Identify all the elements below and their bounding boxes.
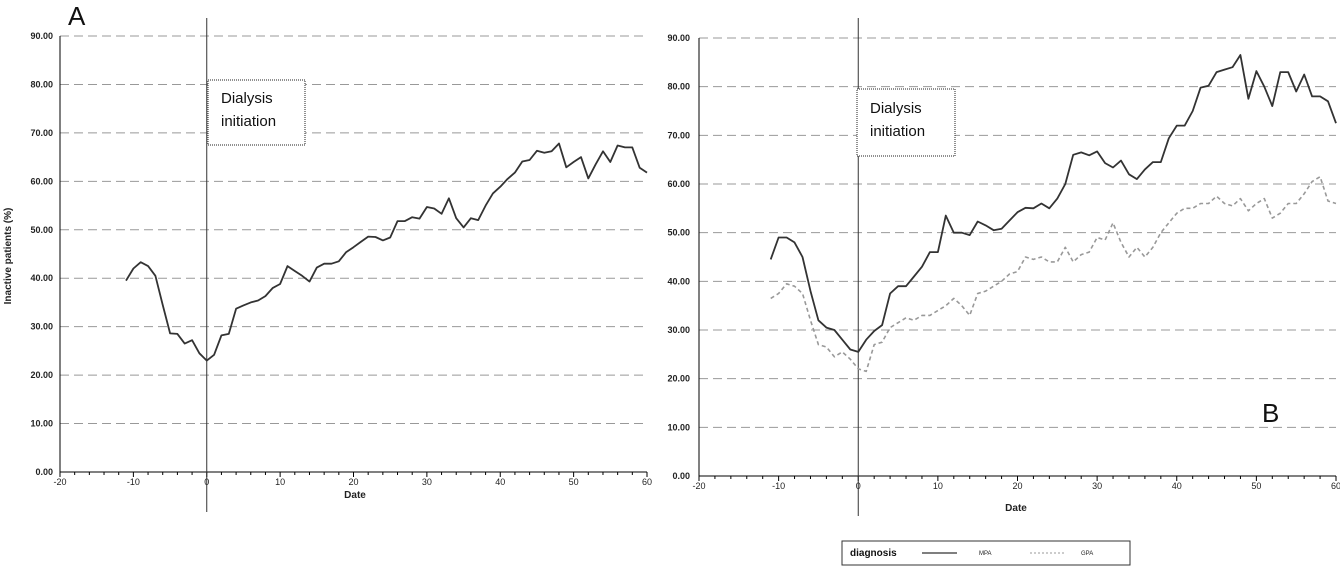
y-tick-label: 70.00	[667, 130, 690, 140]
x-tick-labels-a: -20 -10 0 10 20 30 40 50 60	[53, 477, 652, 487]
x-tick-label: 10	[275, 477, 285, 487]
x-tick-label: 20	[1012, 481, 1022, 491]
x-tick-label: 20	[348, 477, 358, 487]
x-tick-label: -10	[127, 477, 140, 487]
x-tick-label: -10	[772, 481, 785, 491]
y-tick-label: 80.00	[667, 82, 690, 92]
legend: diagnosis MPA GPA	[841, 540, 1131, 566]
axes-a	[59, 18, 648, 512]
series-line-a	[125, 142, 648, 362]
x-tick-label: 0	[204, 477, 209, 487]
x-tick-label: 0	[856, 481, 861, 491]
axes-b	[698, 18, 1337, 516]
y-tick-labels-b: 0.00 10.00 20.00 30.00 40.00 50.00 60.00 70.00 8…	[667, 33, 690, 481]
y-tick-label: 50.00	[667, 228, 690, 238]
panel-label-b: B	[1262, 398, 1279, 428]
grid-lines-b	[699, 37, 1336, 477]
chart-panel-a: A Inactive patients (%) Date 0.00 10.00 20…	[3, 1, 652, 512]
legend-box	[841, 540, 1131, 566]
x-tick-label: 50	[1251, 481, 1261, 491]
x-tick-label: 60	[642, 477, 652, 487]
x-tick-label: 50	[569, 477, 579, 487]
y-axis-label: Inactive patients (%)	[3, 208, 14, 305]
annotation-line2-a: initiation	[221, 113, 276, 130]
y-tick-label: 90.00	[30, 31, 53, 41]
annotation-line1-b: Dialysis	[870, 100, 922, 117]
y-tick-label: 20.00	[30, 370, 53, 380]
annotation-line1-a: Dialysis	[221, 90, 273, 107]
y-tick-label: 80.00	[30, 79, 53, 89]
x-axis-label-b: Date	[1005, 503, 1027, 514]
y-tick-label: 70.00	[30, 128, 53, 138]
panel-label-a: A	[68, 1, 86, 31]
y-tick-label: 0.00	[672, 471, 690, 481]
y-tick-label: 10.00	[667, 422, 690, 432]
chart-panel-b: B Date 0.00 10.00 20.00 30.00 40.00 50.00 60.0…	[667, 18, 1340, 566]
y-tick-label: 60.00	[667, 179, 690, 189]
x-tick-label: 30	[1092, 481, 1102, 491]
x-tick-label: 10	[933, 481, 943, 491]
y-tick-label: 20.00	[667, 374, 690, 384]
y-tick-label: 10.00	[30, 419, 53, 429]
x-tick-label: 60	[1331, 481, 1340, 491]
x-tick-label: 40	[1172, 481, 1182, 491]
grid-lines-a	[60, 35, 647, 473]
y-tick-label: 40.00	[30, 273, 53, 283]
legend-title: diagnosis	[850, 548, 897, 559]
y-tick-label: 90.00	[667, 33, 690, 43]
y-tick-label: 30.00	[667, 325, 690, 335]
y-tick-labels-a: 0.00 10.00 20.00 30.00 40.00 50.00 60.00 70.00 8…	[30, 31, 53, 477]
y-tick-label: 50.00	[30, 225, 53, 235]
series-layer-a	[125, 142, 648, 362]
x-tick-label: -20	[53, 477, 66, 487]
x-tick-label: 30	[422, 477, 432, 487]
legend-entry-gpa: GPA	[1081, 551, 1093, 557]
y-tick-label: 30.00	[30, 322, 53, 332]
x-tick-label: -20	[692, 481, 705, 491]
series-line-gpa	[770, 175, 1337, 373]
dialysis-annotation-a: Dialysis initiation	[207, 79, 306, 146]
series-layer-b	[769, 54, 1337, 373]
y-tick-label: 40.00	[667, 276, 690, 286]
annotation-box-b	[856, 88, 956, 157]
annotation-box-a	[207, 79, 306, 146]
legend-entry-mpa: MPA	[979, 551, 992, 557]
y-tick-label: 0.00	[35, 467, 53, 477]
annotation-line2-b: initiation	[870, 123, 925, 140]
x-axis-label-a: Date	[344, 490, 366, 501]
series-line-mpa	[769, 54, 1337, 353]
x-tick-labels-b: -20 -10 0 10 20 30 40 50 60	[692, 481, 1340, 491]
x-tick-label: 40	[495, 477, 505, 487]
dialysis-annotation-b: Dialysis initiation	[856, 88, 956, 157]
y-tick-label: 60.00	[30, 176, 53, 186]
